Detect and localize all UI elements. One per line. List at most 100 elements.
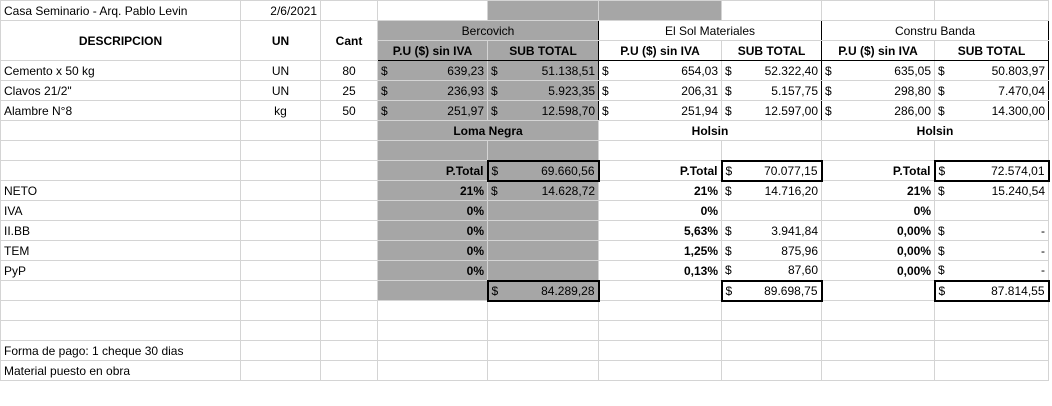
empty-cell[interactable] [320, 0, 378, 21]
empty-cell[interactable] [320, 180, 378, 201]
empty-cell[interactable] [320, 140, 378, 161]
empty-cell[interactable] [320, 240, 378, 261]
empty-cell[interactable] [320, 320, 378, 341]
tax-amount[interactable] [487, 220, 599, 241]
ptotal-value[interactable]: $72.574,01 [933, 159, 1050, 182]
empty-cell[interactable] [487, 320, 599, 341]
line-subtotal[interactable]: $12.598,70 [487, 100, 599, 121]
tax-percent[interactable]: 0% [377, 220, 488, 241]
empty-cell[interactable] [320, 160, 378, 181]
empty-cell[interactable] [320, 340, 378, 361]
empty-cell[interactable] [377, 280, 488, 301]
empty-cell[interactable] [240, 160, 321, 181]
empty-cell[interactable] [598, 360, 722, 381]
tax-label[interactable]: NETO [0, 180, 241, 201]
tax-percent[interactable]: 0% [377, 200, 488, 221]
empty-cell[interactable] [377, 340, 488, 361]
item-quantity[interactable]: 25 [320, 80, 378, 101]
empty-cell[interactable] [240, 140, 321, 161]
empty-cell[interactable] [487, 340, 599, 361]
title-cell[interactable]: Casa Seminario - Arq. Pablo Levin [0, 0, 241, 21]
empty-cell[interactable] [934, 300, 1049, 321]
empty-cell[interactable] [377, 300, 488, 321]
empty-cell[interactable] [240, 120, 321, 141]
unit-price[interactable]: $635,05 [821, 60, 935, 81]
tax-percent[interactable]: 0% [598, 200, 722, 221]
empty-cell[interactable] [598, 300, 722, 321]
item-quantity[interactable]: 50 [320, 100, 378, 121]
tax-label[interactable]: IVA [0, 200, 241, 221]
payment-note[interactable]: Forma de pago: 1 cheque 30 dias [0, 340, 241, 361]
brand-name[interactable]: Loma Negra [377, 120, 599, 141]
empty-cell[interactable] [487, 360, 599, 381]
unit-price[interactable]: $206,31 [598, 80, 722, 101]
empty-cell[interactable] [598, 140, 722, 161]
ptotal-label[interactable]: P.Total [598, 160, 722, 181]
tax-amount[interactable]: $87,60 [721, 260, 822, 281]
empty-cell[interactable] [821, 320, 935, 341]
empty-cell[interactable] [934, 360, 1049, 381]
unit-price[interactable]: $639,23 [377, 60, 488, 81]
tax-amount[interactable]: $ - [934, 240, 1049, 261]
line-subtotal[interactable]: $5.923,35 [487, 80, 599, 101]
subtotal-header[interactable]: SUB TOTAL [721, 40, 822, 61]
tax-percent[interactable]: 0,00% [821, 260, 935, 281]
ptotal-label[interactable]: P.Total [377, 160, 488, 181]
empty-cell[interactable] [821, 140, 935, 161]
empty-cell[interactable] [821, 280, 935, 301]
empty-cell[interactable] [821, 0, 935, 21]
subtotal-header[interactable]: SUB TOTAL [487, 40, 599, 61]
empty-cell[interactable] [320, 300, 378, 321]
empty-cell[interactable] [377, 320, 488, 341]
empty-cell[interactable] [721, 340, 822, 361]
empty-cell[interactable] [240, 220, 321, 241]
empty-cell[interactable] [721, 300, 822, 321]
empty-cell[interactable] [377, 0, 488, 21]
empty-cell[interactable] [320, 120, 378, 141]
tax-percent[interactable]: 1,25% [598, 240, 722, 261]
pu-header[interactable]: P.U ($) sin IVA [377, 40, 488, 61]
empty-cell[interactable] [598, 340, 722, 361]
empty-cell[interactable] [0, 160, 241, 181]
tax-amount[interactable]: $14.628,72 [487, 180, 599, 201]
supplier-name[interactable]: Constru Banda [821, 20, 1049, 41]
empty-cell[interactable] [598, 0, 722, 21]
tax-percent[interactable]: 21% [598, 180, 722, 201]
unit-price[interactable]: $251,97 [377, 100, 488, 121]
tax-percent[interactable]: 0,00% [821, 220, 935, 241]
unit-price[interactable]: $236,93 [377, 80, 488, 101]
item-unit[interactable]: UN [240, 80, 321, 101]
empty-cell[interactable] [487, 300, 599, 321]
grand-total-value[interactable]: $84.289,28 [486, 279, 600, 302]
empty-cell[interactable] [240, 180, 321, 201]
empty-cell[interactable] [240, 200, 321, 221]
empty-cell[interactable] [934, 320, 1049, 341]
tax-amount[interactable]: $15.240,54 [934, 180, 1049, 201]
tax-percent[interactable]: 0% [821, 200, 935, 221]
tax-amount[interactable] [487, 200, 599, 221]
un-header[interactable]: UN [240, 20, 321, 61]
empty-cell[interactable] [821, 340, 935, 361]
ptotal-value[interactable]: $69.660,56 [486, 159, 600, 182]
line-subtotal[interactable]: $7.470,04 [934, 80, 1049, 101]
empty-cell[interactable] [721, 140, 822, 161]
tax-percent[interactable]: 0% [377, 240, 488, 261]
empty-cell[interactable] [0, 280, 241, 301]
line-subtotal[interactable]: $5.157,75 [721, 80, 822, 101]
tax-amount[interactable] [487, 260, 599, 281]
empty-cell[interactable] [598, 280, 722, 301]
tax-label[interactable]: TEM [0, 240, 241, 261]
payment-note[interactable]: Material puesto en obra [0, 360, 241, 381]
tax-percent[interactable]: 21% [821, 180, 935, 201]
empty-cell[interactable] [0, 120, 241, 141]
empty-cell[interactable] [240, 280, 321, 301]
tax-amount[interactable]: $ - [934, 260, 1049, 281]
brand-name[interactable]: Holsin [821, 120, 1049, 141]
empty-cell[interactable] [721, 320, 822, 341]
empty-cell[interactable] [320, 200, 378, 221]
descripcion-header[interactable]: DESCRIPCION [0, 20, 241, 61]
unit-price[interactable]: $251,94 [598, 100, 722, 121]
tax-amount[interactable]: $ - [934, 220, 1049, 241]
item-description[interactable]: Cemento x 50 kg [0, 60, 241, 81]
empty-cell[interactable] [487, 140, 599, 161]
